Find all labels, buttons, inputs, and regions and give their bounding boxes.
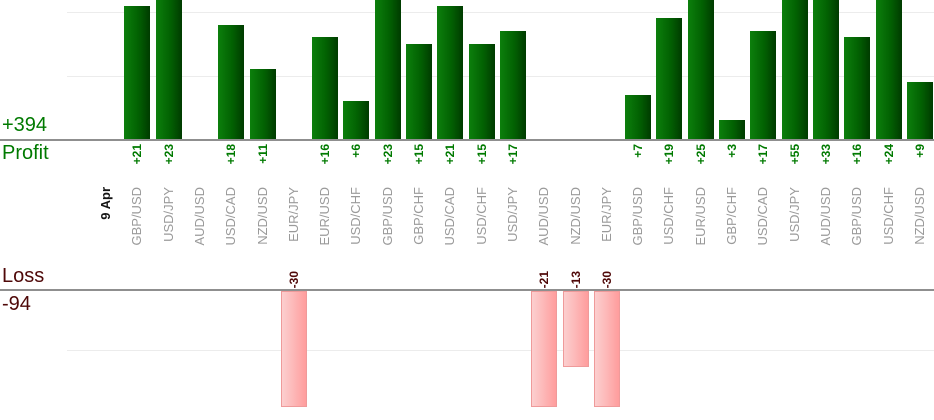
category-label: AUD/USD xyxy=(818,187,833,246)
profit-bar xyxy=(844,37,870,139)
bar-value-label: -21 xyxy=(537,270,551,288)
profit-bar xyxy=(500,31,526,139)
bar-value-label: +16 xyxy=(850,144,864,165)
profit-bar xyxy=(719,120,745,139)
bar-value-label: +23 xyxy=(162,144,176,165)
bar-value-label: +15 xyxy=(475,144,489,165)
bar-value-label: -30 xyxy=(287,270,301,288)
category-label: GBP/USD xyxy=(129,187,144,246)
bar-value-label: +17 xyxy=(756,144,770,165)
loss-axis-title: Loss xyxy=(2,265,45,287)
category-label: GBP/CHF xyxy=(411,187,426,245)
profit-bar xyxy=(907,82,933,139)
bar-value-label: +9 xyxy=(913,144,927,158)
bar-value-label: -30 xyxy=(600,270,614,288)
category-label: GBP/USD xyxy=(630,187,645,246)
bar-value-label: +24 xyxy=(882,144,896,165)
bar-value-label: +18 xyxy=(224,144,238,165)
category-label: USD/JPY xyxy=(505,187,520,242)
profit-bar xyxy=(750,31,776,139)
date-label: 9 Apr xyxy=(98,187,113,220)
category-label: USD/CHF xyxy=(474,187,489,245)
loss-total: -94 xyxy=(2,293,31,315)
loss-axis-line xyxy=(0,289,934,291)
category-label: GBP/CHF xyxy=(724,187,739,245)
profit-bar xyxy=(813,0,839,139)
category-label: USD/CHF xyxy=(881,187,896,245)
category-label: EUR/USD xyxy=(317,187,332,246)
category-label: USD/CAD xyxy=(755,187,770,246)
bar-value-label: +11 xyxy=(256,144,270,164)
loss-bar xyxy=(563,291,589,367)
profit-bar xyxy=(124,6,150,139)
bar-value-label: +21 xyxy=(443,144,457,165)
profit-bar xyxy=(656,18,682,139)
category-label: USD/JPY xyxy=(161,187,176,242)
category-label: EUR/USD xyxy=(693,187,708,246)
category-label: GBP/USD xyxy=(849,187,864,246)
profit-bar xyxy=(156,0,182,139)
loss-bar xyxy=(281,291,307,407)
profit-bar xyxy=(688,0,714,139)
bar-value-label: +15 xyxy=(412,144,426,165)
profit-bar xyxy=(437,6,463,139)
profit-bar xyxy=(406,44,432,139)
profit-bar xyxy=(469,44,495,139)
profit-bar xyxy=(218,25,244,139)
bar-value-label: +55 xyxy=(788,144,802,165)
category-label: AUD/USD xyxy=(536,187,551,246)
profit-bar xyxy=(876,0,902,139)
category-label: EUR/JPY xyxy=(599,187,614,242)
category-label: NZD/USD xyxy=(912,187,927,245)
profit-total: +394 xyxy=(2,114,48,136)
category-label: USD/CAD xyxy=(442,187,457,246)
loss-bar xyxy=(531,291,557,407)
bar-value-label: +21 xyxy=(130,144,144,165)
bar-value-label: +17 xyxy=(506,144,520,165)
category-label: AUD/USD xyxy=(192,187,207,246)
loss-gridline xyxy=(67,350,934,351)
profit-bar xyxy=(375,0,401,139)
profit-bar xyxy=(782,0,808,139)
bar-value-label: +33 xyxy=(819,144,833,165)
profit-bar xyxy=(343,101,369,139)
loss-bar xyxy=(594,291,620,407)
bar-value-label: +23 xyxy=(381,144,395,165)
profit-axis-line xyxy=(0,139,934,141)
category-label: EUR/JPY xyxy=(286,187,301,242)
bar-value-label: +6 xyxy=(349,144,363,158)
profit-bar xyxy=(625,95,651,139)
category-label: USD/CHF xyxy=(348,187,363,245)
bar-value-label: +19 xyxy=(662,144,676,165)
bar-value-label: +3 xyxy=(725,144,739,158)
bar-value-label: +25 xyxy=(694,144,708,165)
category-label: USD/CHF xyxy=(661,187,676,245)
profit-bar xyxy=(250,69,276,139)
profit-bar xyxy=(312,37,338,139)
category-label: GBP/USD xyxy=(380,187,395,246)
category-label: USD/JPY xyxy=(787,187,802,242)
category-label: NZD/USD xyxy=(255,187,270,245)
bar-value-label: +16 xyxy=(318,144,332,165)
category-label: USD/CAD xyxy=(223,187,238,246)
bar-value-label: +7 xyxy=(631,144,645,158)
bar-value-label: -13 xyxy=(569,270,583,288)
profit-axis-title: Profit xyxy=(2,142,49,164)
category-label: NZD/USD xyxy=(568,187,583,245)
profit-gridline xyxy=(67,12,934,13)
